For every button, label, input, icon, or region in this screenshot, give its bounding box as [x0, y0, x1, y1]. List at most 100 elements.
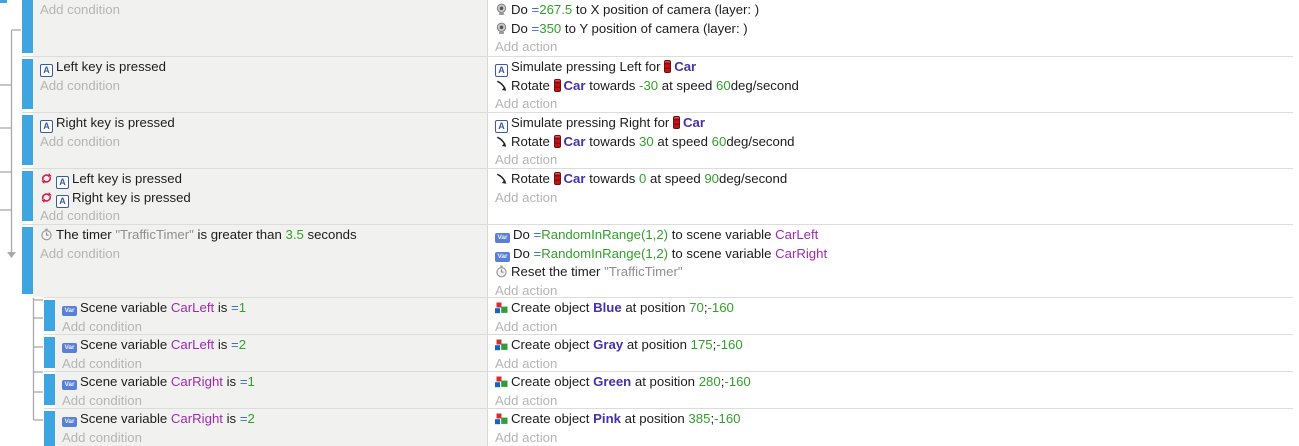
conditions-cell[interactable]: Var Scene variable CarLeft is =1 Add condi… — [55, 298, 488, 334]
action-line[interactable]: Rotate Car towards 0 at speed 90deg/seco… — [495, 170, 1287, 189]
action-text: at speed — [646, 171, 705, 186]
actions-cell[interactable]: Do =267.5 to X position of camera (layer… — [488, 0, 1293, 56]
add-condition-link[interactable]: Add condition — [62, 355, 142, 371]
condition-text: Right key is pressed — [56, 115, 175, 130]
event-drag-bar[interactable] — [44, 374, 55, 405]
action-line[interactable]: Rotate Car towards -30 at speed 60deg/se… — [495, 77, 1287, 96]
add-condition-link[interactable]: Add condition — [40, 208, 120, 223]
add-condition-link[interactable]: Add condition — [40, 245, 120, 261]
action-text: Do — [513, 227, 534, 242]
action-text: towards — [585, 171, 640, 186]
add-action-link[interactable]: Add action — [495, 282, 558, 298]
action-line[interactable]: Create object Gray at position 175;-160 — [495, 336, 1287, 355]
condition-line[interactable]: A Right key is pressed — [40, 189, 481, 208]
action-text: 60 — [716, 77, 731, 93]
condition-line[interactable]: The timer "TrafficTimer" is greater than… — [40, 226, 481, 245]
event-drag-bar[interactable] — [44, 300, 55, 331]
action-line[interactable]: Do =267.5 to X position of camera (layer… — [495, 1, 1287, 20]
action-text: Rotate — [511, 77, 554, 93]
actions-cell[interactable]: Create object Pink at position 385;-160 A… — [488, 409, 1293, 446]
conditions-cell[interactable]: Add condition — [33, 0, 488, 56]
actions-cell[interactable]: Rotate Car towards 0 at speed 90deg/seco… — [488, 169, 1293, 224]
condition-line[interactable]: A Left key is pressed — [40, 58, 481, 77]
action-text: ; — [720, 374, 725, 389]
add-action-link[interactable]: Add action — [495, 429, 558, 445]
action-line[interactable]: A Simulate pressing Right for Car — [495, 114, 1287, 133]
var-icon: Var — [62, 306, 77, 316]
conditions-cell[interactable]: A Right key is pressed Add condition — [33, 113, 488, 168]
car-icon — [553, 134, 561, 148]
action-text: to scene variable — [668, 245, 776, 261]
condition-text: seconds — [303, 227, 357, 242]
add-condition-link[interactable]: Add condition — [40, 77, 120, 93]
actions-cell[interactable]: A Simulate pressing Left for Car Rotate Ca… — [488, 57, 1293, 112]
add-condition-link[interactable]: Add condition — [40, 133, 120, 149]
conditions-cell[interactable]: A Left key is pressed Add condition — [33, 57, 488, 112]
add-condition-link[interactable]: Add condition — [62, 318, 142, 334]
condition-text: is — [222, 374, 240, 389]
event-drag-bar[interactable] — [44, 411, 55, 446]
condition-line[interactable]: Var Scene variable CarLeft is =1 — [62, 299, 481, 318]
event-drag-bar[interactable] — [22, 0, 33, 53]
condition-text: 3.5 — [285, 227, 304, 242]
actions-cell[interactable]: Create object Gray at position 175;-160 A… — [488, 335, 1293, 371]
add-action-link[interactable]: Add action — [495, 392, 558, 408]
add-action-link[interactable]: Add action — [495, 96, 558, 111]
action-line[interactable]: Var Do =RandomInRange(1,2) to scene varia… — [495, 245, 1287, 264]
condition-line[interactable]: A Left key is pressed — [40, 170, 481, 189]
event-drag-bar[interactable] — [22, 171, 33, 221]
car-icon — [553, 172, 561, 185]
add-action-link[interactable]: Add action — [495, 152, 558, 167]
action-text: to scene variable — [668, 227, 776, 242]
action-line[interactable]: Create object Green at position 280;-160 — [495, 373, 1287, 392]
action-text: RandomInRange(1,2) — [541, 245, 669, 261]
condition-text: Left key is pressed — [56, 59, 166, 74]
actions-cell[interactable]: Create object Blue at position 70;-160 Ad… — [488, 298, 1293, 334]
action-line[interactable]: Reset the timer "TrafficTimer" — [495, 263, 1287, 282]
add-action-link[interactable]: Add action — [495, 355, 558, 371]
condition-text: CarLeft — [170, 337, 215, 352]
add-condition-link[interactable]: Add condition — [62, 392, 142, 408]
add-action-link[interactable]: Add action — [495, 189, 558, 205]
actions-cell[interactable]: Var Do =RandomInRange(1,2) to scene varia… — [488, 225, 1293, 297]
condition-line[interactable]: Var Scene variable CarRight is =1 — [62, 373, 481, 392]
action-line[interactable]: Var Do =RandomInRange(1,2) to scene varia… — [495, 226, 1287, 245]
action-text: Pink — [593, 411, 621, 426]
action-line[interactable]: Create object Pink at position 385;-160 — [495, 410, 1287, 429]
conditions-cell[interactable]: Var Scene variable CarRight is =2 Add cond… — [55, 409, 488, 446]
condition-line[interactable]: Var Scene variable CarRight is =2 — [62, 410, 481, 429]
keyboard-icon: A — [40, 64, 53, 77]
event-row: The timer "TrafficTimer" is greater than… — [22, 224, 1293, 297]
action-line[interactable]: Do =350 to Y position of camera (layer: … — [495, 20, 1287, 39]
actions-cell[interactable]: A Simulate pressing Right for Car Rotate C… — [488, 113, 1293, 168]
action-line[interactable]: A Simulate pressing Left for Car — [495, 58, 1287, 77]
event-drag-bar[interactable] — [22, 59, 33, 109]
add-action-link[interactable]: Add action — [495, 318, 558, 334]
actions-cell[interactable]: Create object Green at position 280;-160… — [488, 372, 1293, 408]
create-icon — [495, 413, 508, 425]
conditions-cell[interactable]: Var Scene variable CarRight is =1 Add cond… — [55, 372, 488, 408]
event-drag-bar[interactable] — [22, 227, 33, 294]
camera-icon — [495, 3, 508, 16]
action-text: -30 — [639, 77, 659, 93]
conditions-cell[interactable]: The timer "TrafficTimer" is greater than… — [33, 225, 488, 297]
event-bar-column — [44, 298, 55, 334]
event-row: Var Scene variable CarRight is =2 Add cond… — [44, 408, 1293, 446]
add-condition-link[interactable]: Add condition — [40, 2, 120, 17]
action-text: Create object — [511, 337, 594, 352]
action-text: ; — [712, 337, 717, 352]
action-line[interactable]: Create object Blue at position 70;-160 — [495, 299, 1287, 318]
add-action-link[interactable]: Add action — [495, 39, 558, 54]
keyboard-icon: A — [495, 64, 508, 77]
conditions-cell[interactable]: A Left key is pressed A Right key is presse… — [33, 169, 488, 224]
condition-line[interactable]: A Right key is pressed — [40, 114, 481, 133]
event-drag-bar[interactable] — [44, 337, 55, 368]
event-drag-bar[interactable] — [22, 115, 33, 165]
condition-line[interactable]: Var Scene variable CarLeft is =2 — [62, 336, 481, 355]
action-line[interactable]: Rotate Car towards 30 at speed 60deg/sec… — [495, 133, 1287, 152]
conditions-cell[interactable]: Var Scene variable CarLeft is =2 Add condi… — [55, 335, 488, 371]
add-condition-link[interactable]: Add condition — [62, 429, 142, 445]
action-text: Do — [513, 245, 534, 261]
car-icon — [664, 60, 672, 73]
action-text: to Y position of camera (layer: ) — [561, 20, 748, 36]
